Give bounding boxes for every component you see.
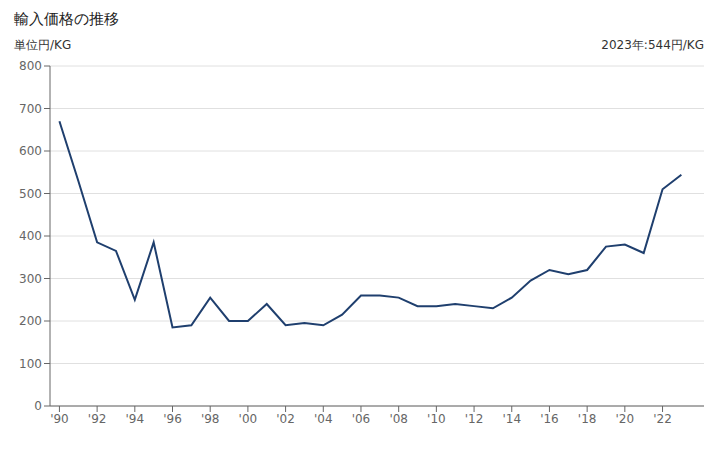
svg-text:'12: '12 <box>465 412 484 426</box>
svg-text:'20: '20 <box>616 412 635 426</box>
svg-text:800: 800 <box>19 59 42 73</box>
svg-text:'02: '02 <box>276 412 295 426</box>
svg-text:'04: '04 <box>314 412 333 426</box>
svg-text:'96: '96 <box>163 412 182 426</box>
svg-text:'06: '06 <box>352 412 371 426</box>
svg-text:400: 400 <box>19 229 42 243</box>
svg-text:'16: '16 <box>540 412 559 426</box>
svg-text:200: 200 <box>19 314 42 328</box>
svg-text:'10: '10 <box>427 412 446 426</box>
svg-text:500: 500 <box>19 187 42 201</box>
svg-text:'00: '00 <box>239 412 258 426</box>
svg-text:'90: '90 <box>50 412 69 426</box>
svg-text:'08: '08 <box>389 412 408 426</box>
svg-text:300: 300 <box>19 272 42 286</box>
html-text:単位円/KG: 単位円/KG <box>14 38 72 52</box>
svg-text:'94: '94 <box>126 412 145 426</box>
svg-text:'92: '92 <box>88 412 107 426</box>
svg-text:'14: '14 <box>502 412 521 426</box>
svg-text:'22: '22 <box>653 412 672 426</box>
svg-text:600: 600 <box>19 144 42 158</box>
html-text:輸入価格の推移: 輸入価格の推移 <box>14 10 119 28</box>
svg-text:'98: '98 <box>201 412 220 426</box>
html-text:2023年:544円/KG: 2023年:544円/KG <box>601 38 704 52</box>
svg-text:0: 0 <box>34 399 42 413</box>
svg-text:700: 700 <box>19 102 42 116</box>
svg-text:'18: '18 <box>578 412 597 426</box>
svg-text:100: 100 <box>19 357 42 371</box>
